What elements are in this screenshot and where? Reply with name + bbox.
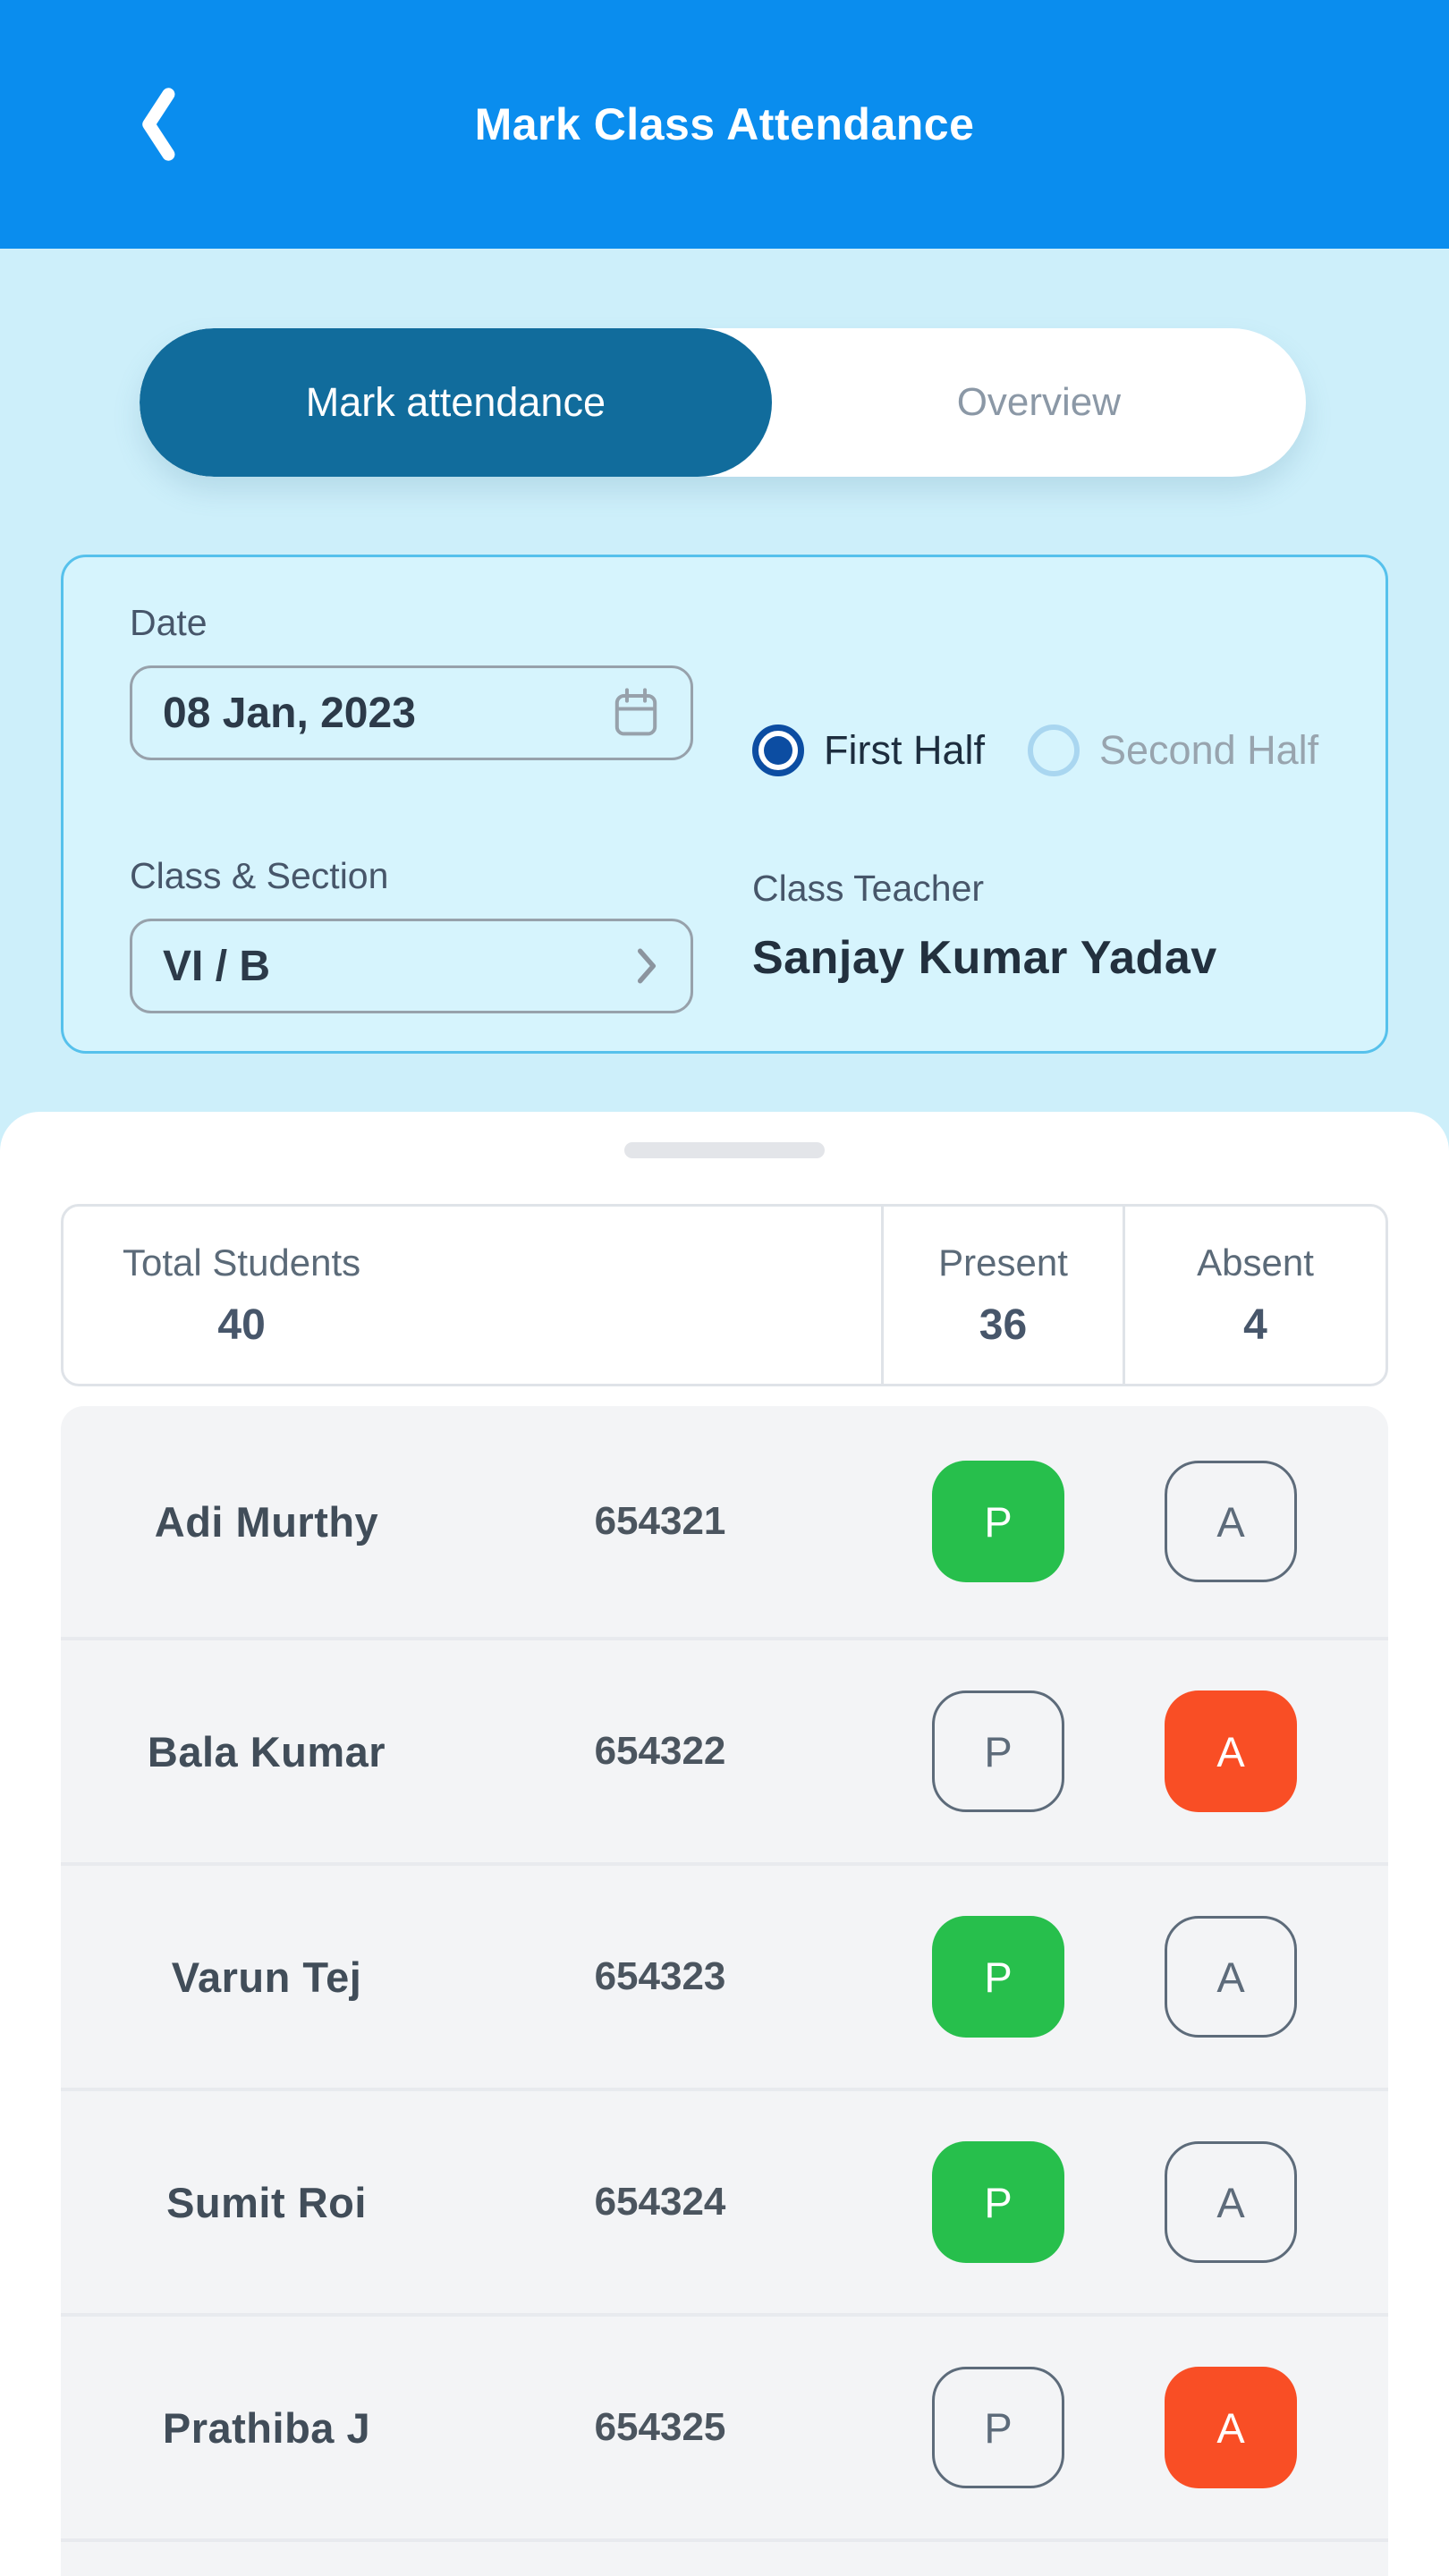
student-name: Prathiba J [162, 2403, 371, 2452]
present-button[interactable]: P [932, 1461, 1064, 1582]
filter-card: Date 08 Jan, 2023 First Half [61, 555, 1388, 1054]
student-roll-number: 654323 [594, 1954, 726, 1998]
tab-overview[interactable]: Overview [956, 380, 1122, 424]
first-half-label: First Half [824, 726, 985, 773]
absent-button[interactable]: A [1165, 1690, 1297, 1812]
present-button[interactable]: P [932, 1690, 1064, 1812]
student-roll-number: 654321 [594, 1499, 726, 1543]
summary-table: Total Students 40 Present 36 Absent 4 [61, 1204, 1388, 1386]
absent-cell: Absent 4 [1123, 1207, 1385, 1384]
class-section-value: VI / B [163, 942, 271, 990]
drag-handle[interactable] [624, 1142, 825, 1158]
bottom-sheet: Total Students 40 Present 36 Absent 4 Ad… [0, 1112, 1449, 2576]
class-teacher-name: Sanjay Kumar Yadav [752, 932, 1217, 984]
absent-label: Absent [1197, 1241, 1314, 1284]
date-label: Date [130, 602, 208, 643]
half-radio-group: First Half Second Half [752, 602, 1319, 798]
date-input[interactable]: 08 Jan, 2023 [130, 665, 693, 760]
student-roll-number: 654325 [594, 2405, 726, 2449]
student-roll-number: 654322 [594, 1729, 726, 1773]
total-students-label: Total Students [123, 1241, 361, 1284]
tab-bar: Mark attendance Overview [140, 328, 1306, 477]
student-row: Sumit Roi 654324 P A [61, 2088, 1388, 2313]
student-name: Varun Tej [171, 1953, 362, 2001]
class-section-label: Class & Section [130, 855, 389, 896]
student-row: Varun Tej 654323 P A [61, 1862, 1388, 2088]
absent-button[interactable]: A [1165, 2367, 1297, 2488]
absent-button[interactable]: A [1165, 1461, 1297, 1582]
class-teacher-group: Class Teacher Sanjay Kumar Yadav [752, 855, 1319, 1051]
student-row: Adi Murthy 654321 P A [61, 1406, 1388, 1637]
page-title: Mark Class Attendance [474, 99, 975, 149]
radio-selected-dot [764, 735, 792, 765]
student-row: Bala Kumar 654322 P A [61, 1637, 1388, 1862]
present-label: Present [938, 1241, 1068, 1284]
student-row: Prathiba J 654325 P A [61, 2313, 1388, 2538]
present-button[interactable]: P [932, 2367, 1064, 2488]
absent-button[interactable]: A [1165, 2141, 1297, 2263]
calendar-icon [612, 687, 660, 739]
present-cell: Present 36 [881, 1207, 1123, 1384]
student-name: Bala Kumar [147, 1727, 386, 1775]
radio-second-half[interactable] [1028, 724, 1080, 776]
present-value: 36 [979, 1301, 1028, 1349]
student-name: Sumit Roi [166, 2178, 367, 2226]
absent-value: 4 [1243, 1301, 1267, 1349]
tab-mark-attendance[interactable]: Mark attendance [140, 328, 772, 477]
class-section-select[interactable]: VI / B [130, 919, 693, 1013]
student-roll-number: 654324 [594, 2180, 726, 2224]
student-name: Adi Murthy [154, 1497, 379, 1546]
student-list: Adi Murthy 654321 P A Bala Kumar 654322 … [61, 1406, 1388, 2576]
class-field-group: Class & Section VI / B [130, 855, 693, 1051]
date-value: 08 Jan, 2023 [163, 689, 416, 737]
back-button[interactable] [123, 75, 195, 174]
total-students-value: 40 [217, 1301, 266, 1349]
chevron-right-icon [633, 945, 660, 987]
class-teacher-label: Class Teacher [752, 868, 985, 909]
app-header: Mark Class Attendance [0, 0, 1449, 249]
chevron-left-icon [131, 81, 187, 167]
present-button[interactable]: P [932, 2141, 1064, 2263]
present-button[interactable]: P [932, 1916, 1064, 2038]
date-field-group: Date 08 Jan, 2023 [130, 602, 693, 798]
radio-first-half[interactable] [752, 724, 804, 776]
student-row-partial [61, 2538, 1388, 2576]
total-students-cell: Total Students 40 [64, 1207, 881, 1384]
second-half-label: Second Half [1099, 726, 1319, 773]
absent-button[interactable]: A [1165, 1916, 1297, 2038]
